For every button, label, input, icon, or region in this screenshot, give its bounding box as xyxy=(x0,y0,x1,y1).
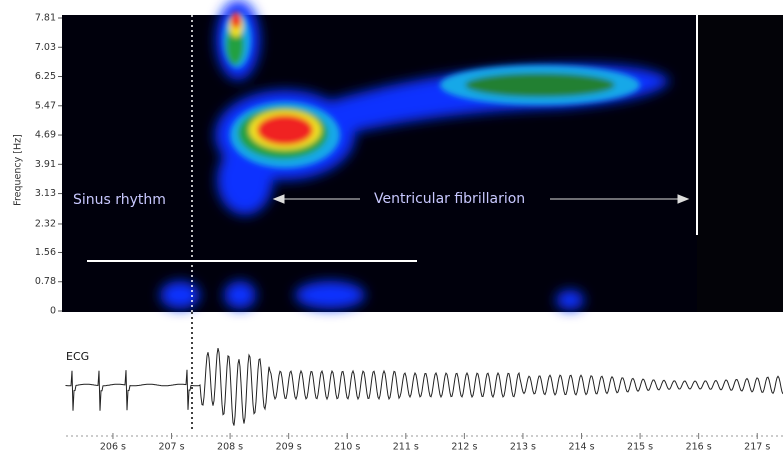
y-tick-label: 6.25 xyxy=(35,71,56,82)
x-tick-label: 208 s xyxy=(217,442,243,451)
x-tick-label: 216 s xyxy=(686,442,712,451)
x-tick-label: 206 s xyxy=(100,442,126,451)
annotation: Sinus rhythm xyxy=(73,192,166,208)
y-tick-label: 2.32 xyxy=(35,218,56,229)
x-tick-label: 215 s xyxy=(627,442,653,451)
x-tick-label: 211 s xyxy=(393,442,419,451)
spectral-power xyxy=(87,0,670,310)
y-axis-label: Frequency [Hz] xyxy=(13,134,24,206)
y-tick-label: 3.91 xyxy=(35,159,56,170)
spectrogram-background xyxy=(62,15,783,312)
y-tick-label: 3.13 xyxy=(35,188,56,199)
x-tick-label: 214 s xyxy=(568,442,594,451)
arrow xyxy=(272,194,690,204)
x-tick-label: 209 s xyxy=(276,442,302,451)
y-tick-label: 0.78 xyxy=(35,276,56,287)
x-tick-label: 210 s xyxy=(334,442,360,451)
y-tick-label: 7.81 xyxy=(35,13,56,24)
x-tick-label: 217 s xyxy=(744,442,770,451)
x-tick-label: 213 s xyxy=(510,442,536,451)
x-tick-label: 207 s xyxy=(158,442,184,451)
y-tick-label: 4.69 xyxy=(35,130,56,141)
spectrogram-background-right xyxy=(697,15,783,312)
annotation: Ventricular fibrillarion xyxy=(374,191,525,207)
y-tick-label: 7.03 xyxy=(35,42,56,53)
x-tick-label: 212 s xyxy=(451,442,477,451)
y-tick-label: 5.47 xyxy=(35,100,56,111)
trace-label: ECG xyxy=(66,350,89,363)
y-tick-label: 0 xyxy=(50,306,56,317)
y-tick-label: 1.56 xyxy=(35,247,56,258)
ecg-trace xyxy=(65,347,783,426)
